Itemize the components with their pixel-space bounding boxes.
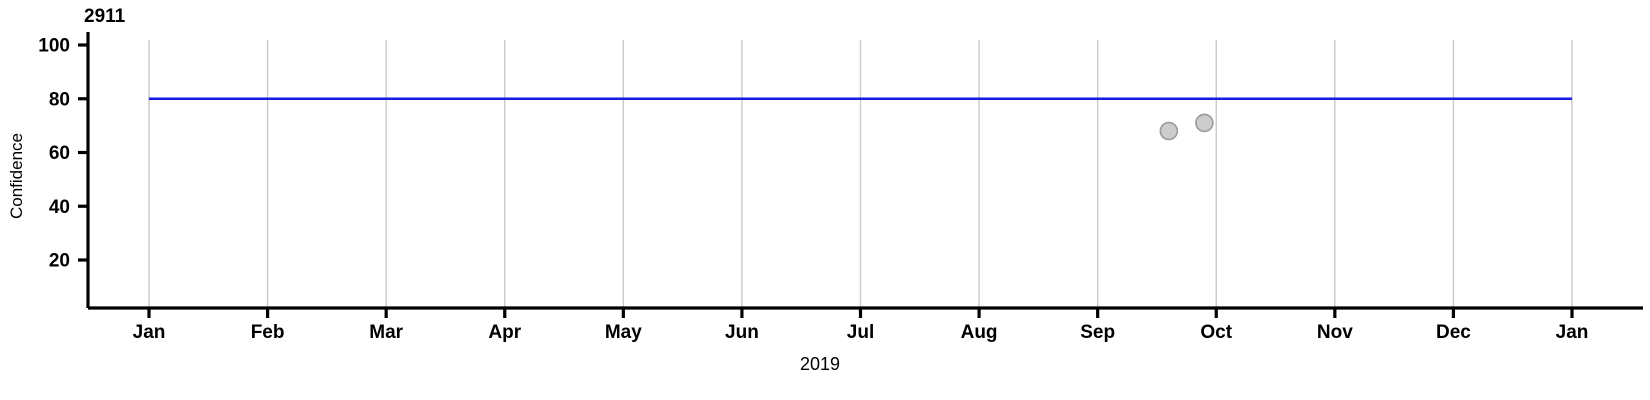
- x-tick-label-jun-5: Jun: [725, 322, 759, 343]
- x-tick-label-jul-6: Jul: [847, 322, 874, 343]
- x-tick-label-feb-1: Feb: [251, 322, 285, 343]
- y-tick-label-60: 60: [49, 143, 70, 164]
- x-tick-label-dec-11: Dec: [1436, 322, 1471, 343]
- y-axis-ticks: 20 40 60 80 100: [38, 36, 88, 272]
- x-tick-label-apr-3: Apr: [488, 322, 521, 343]
- x-tick-label-may-4: May: [605, 322, 642, 343]
- data-points: [1159, 113, 1214, 141]
- y-tick-label-80: 80: [49, 89, 70, 110]
- x-tick-label-jan-0: Jan: [133, 322, 166, 343]
- data-point-0-0: [1159, 121, 1179, 141]
- x-tick-label-mar-2: Mar: [369, 322, 403, 343]
- x-tick-label-nov-10: Nov: [1317, 322, 1353, 343]
- y-tick-label-100: 100: [38, 36, 70, 57]
- y-tick-label-20: 20: [49, 251, 70, 272]
- x-tick-label-oct-9: Oct: [1200, 322, 1232, 343]
- gridlines: [148, 40, 1573, 312]
- chart-title: 2911: [84, 6, 126, 27]
- x-axis-ticks: Jan Feb Mar Apr May Jun Jul Aug Sep Oct Nov Dec Jan: [133, 308, 1589, 343]
- data-point-0-1: [1195, 113, 1214, 133]
- x-tick-label-aug-7: Aug: [961, 322, 998, 343]
- x-tick-label-sep-8: Sep: [1080, 322, 1115, 343]
- x-tick-label-jan-12: Jan: [1556, 322, 1589, 343]
- y-axis-title: Confidence: [7, 133, 26, 219]
- y-tick-label-40: 40: [49, 197, 70, 218]
- x-axis-title: 2019: [800, 354, 840, 374]
